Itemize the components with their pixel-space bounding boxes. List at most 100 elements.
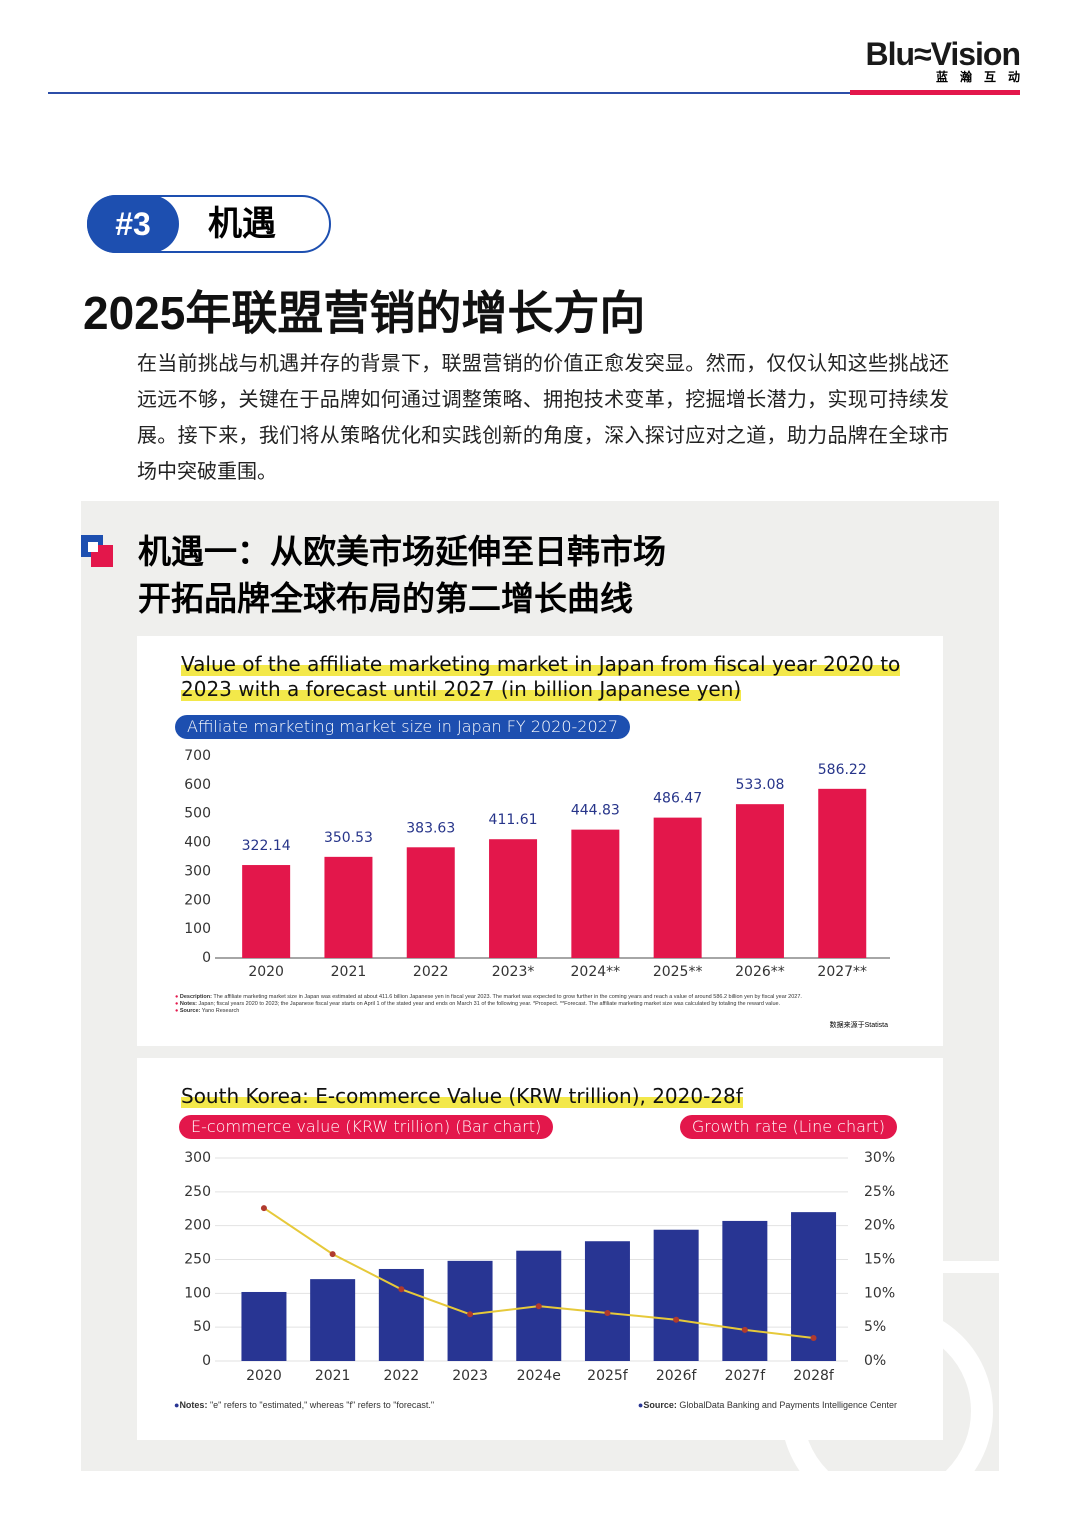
- x-tick-label: 2027**: [817, 964, 867, 980]
- x-tick-label: 2025**: [653, 964, 703, 980]
- value-label: 586.22: [818, 762, 867, 778]
- point: [673, 1316, 680, 1323]
- chart-card: South Korea: E-commerce Value (KRW trill…: [137, 1058, 943, 1440]
- y2-tick-label: 10%: [864, 1285, 895, 1301]
- bar: [584, 1241, 630, 1361]
- note: Japan; fiscal years 2020 to 2023; the Ja…: [198, 1001, 781, 1007]
- chart-notes: ●Notes: "e" refers to "estimated," where…: [174, 1400, 435, 1410]
- point: [604, 1309, 611, 1316]
- chart: 0 100 200 300 400 500 600 700 322.14 2020 350.53 20…: [184, 748, 890, 980]
- chart-subtitle: Affiliate marketing market size in Japan…: [175, 715, 630, 739]
- y-tick-label: 200: [184, 1218, 211, 1234]
- credit: 数据来源于Statista: [829, 1022, 888, 1029]
- y2-tick-label: 30%: [864, 1150, 895, 1166]
- bar: [241, 1291, 287, 1361]
- point: [398, 1286, 405, 1293]
- bar: [653, 1229, 699, 1361]
- point: [535, 1303, 542, 1310]
- y2-tick-label: 5%: [864, 1319, 886, 1335]
- chart-title: Value of the affiliate marketing market …: [181, 652, 901, 701]
- y-tick-label: 50: [193, 1319, 211, 1335]
- bar: [653, 817, 702, 958]
- bar: [242, 865, 291, 958]
- y-tick-label: 250: [184, 1184, 211, 1200]
- x-tick-label: 2027f: [725, 1368, 767, 1384]
- point: [741, 1326, 748, 1333]
- bar: [310, 1279, 356, 1361]
- note-label: Source:: [179, 1008, 201, 1014]
- badge-label: 机遇: [208, 205, 276, 243]
- note-label: Description:: [179, 994, 212, 1000]
- chart: 0 50 100 250 200 250 300 0% 5% 10% 15% 20% 25% 30% 202…: [184, 1150, 895, 1384]
- chart-source: ●Source: GlobalData Banking and Payments…: [637, 1400, 897, 1410]
- y2-tick-label: 20%: [864, 1218, 895, 1234]
- x-tick-label: 2022: [413, 964, 449, 980]
- value-label: 350.53: [324, 830, 373, 846]
- y-tick-label: 0: [202, 1353, 211, 1369]
- point: [467, 1311, 474, 1318]
- bar: [489, 839, 538, 958]
- section-title: 开拓品牌全球布局的第二增长曲线: [138, 580, 633, 617]
- chart-card: Value of the affiliate marketing market …: [137, 636, 943, 1046]
- x-tick-label: 2021: [315, 1368, 351, 1384]
- intro: 在当前挑战与机遇并存的背景下，联盟营销的价值正愈发突显。然而，仅仅认知这些挑战还…: [137, 353, 949, 483]
- note: "e" refers to "estimated," whereas "f" r…: [209, 1400, 435, 1410]
- bar: [447, 1260, 493, 1361]
- y-tick-label: 300: [184, 863, 211, 879]
- value-label: 383.63: [406, 820, 455, 836]
- x-tick-label: 2025f: [587, 1368, 629, 1384]
- y-tick-label: 400: [184, 835, 211, 851]
- note-label: Notes:: [179, 1400, 208, 1410]
- chart-notes: ● Description: The affiliate marketing m…: [175, 994, 802, 1014]
- brand: Blu≈Vision: [865, 36, 1021, 72]
- note-label: Source:: [643, 1400, 677, 1410]
- bar: [571, 829, 620, 958]
- legend-entry: Growth rate (Line chart): [679, 1115, 897, 1139]
- y2-tick-label: 15%: [864, 1252, 895, 1268]
- badge-number: #3: [87, 195, 179, 253]
- section-icon: [88, 542, 98, 552]
- x-tick-label: 2023: [452, 1368, 488, 1384]
- y-tick-label: 300: [184, 1150, 211, 1166]
- x-tick-label: 2020: [248, 964, 284, 980]
- note: GlobalData Banking and Payments Intellig…: [679, 1400, 897, 1410]
- y2-tick-label: 0%: [864, 1353, 886, 1369]
- bar: [818, 788, 867, 958]
- section-title: 机遇一：从欧美市场延伸至日韩市场: [138, 533, 666, 570]
- point: [260, 1205, 267, 1212]
- y-tick-label: 600: [184, 777, 211, 793]
- y-tick-label: 500: [184, 806, 211, 822]
- note: Yano Research: [201, 1008, 240, 1014]
- chart-title: South Korea: E-commerce Value (KRW trill…: [181, 1084, 743, 1108]
- y2-tick-label: 25%: [864, 1184, 895, 1200]
- x-tick-label: 2024**: [571, 964, 621, 980]
- y-tick-label: 700: [184, 748, 211, 764]
- header-rule: [48, 92, 1020, 94]
- x-tick-label: 2026**: [735, 964, 785, 980]
- bar: [722, 1220, 768, 1361]
- value-label: 486.47: [653, 791, 702, 807]
- y-tick-label: 250: [184, 1252, 211, 1268]
- y-tick-label: 200: [184, 892, 211, 908]
- y-tick-label: 0: [202, 950, 211, 966]
- y-tick-label: 100: [184, 921, 211, 937]
- point: [329, 1251, 336, 1258]
- value-label: 533.08: [735, 777, 784, 793]
- x-tick-label: 2028f: [793, 1368, 835, 1384]
- brand-sub: 蓝瀚互动: [935, 70, 1032, 84]
- value-label: 322.14: [242, 838, 291, 854]
- header-accent: [850, 90, 1020, 95]
- bar: [324, 856, 373, 958]
- x-tick-label: 2024e: [517, 1368, 561, 1384]
- bar: [378, 1268, 424, 1361]
- bar: [406, 847, 455, 958]
- value-label: 411.61: [489, 812, 538, 828]
- note-label: Notes:: [179, 1001, 197, 1007]
- x-tick-label: 2020: [246, 1368, 282, 1384]
- x-tick-label: 2023*: [492, 964, 535, 980]
- x-tick-label: 2026f: [656, 1368, 698, 1384]
- bar: [735, 804, 784, 958]
- page-title: 2025年联盟营销的增长方向: [83, 287, 646, 339]
- y-tick-label: 100: [184, 1285, 211, 1301]
